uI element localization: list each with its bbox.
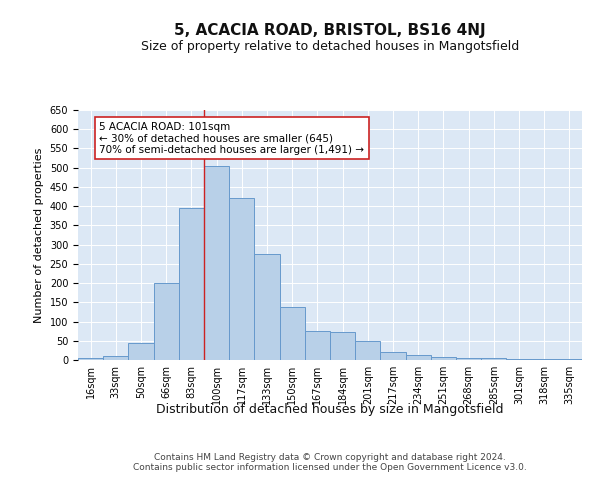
Bar [506,359,532,360]
Bar [78,358,103,360]
Text: 5, ACACIA ROAD, BRISTOL, BS16 4NJ: 5, ACACIA ROAD, BRISTOL, BS16 4NJ [174,22,486,38]
Bar [456,358,481,360]
Bar [154,283,179,360]
Bar [406,356,431,360]
Bar [280,307,305,360]
Text: Size of property relative to detached houses in Mangotsfield: Size of property relative to detached ho… [141,40,519,53]
Bar [330,332,355,360]
Bar [179,208,204,360]
Text: Contains HM Land Registry data © Crown copyright and database right 2024.
Contai: Contains HM Land Registry data © Crown c… [133,452,527,472]
Text: 5 ACACIA ROAD: 101sqm
← 30% of detached houses are smaller (645)
70% of semi-det: 5 ACACIA ROAD: 101sqm ← 30% of detached … [100,122,364,154]
Y-axis label: Number of detached properties: Number of detached properties [34,148,44,322]
Bar [305,331,330,360]
Bar [380,352,406,360]
Bar [103,356,128,360]
Bar [481,358,506,360]
Bar [557,359,582,360]
Bar [229,198,254,360]
Bar [355,341,380,360]
Bar [254,254,280,360]
Bar [204,166,229,360]
Bar [128,342,154,360]
Bar [431,357,456,360]
Bar [532,359,557,360]
Text: Distribution of detached houses by size in Mangotsfield: Distribution of detached houses by size … [156,402,504,415]
